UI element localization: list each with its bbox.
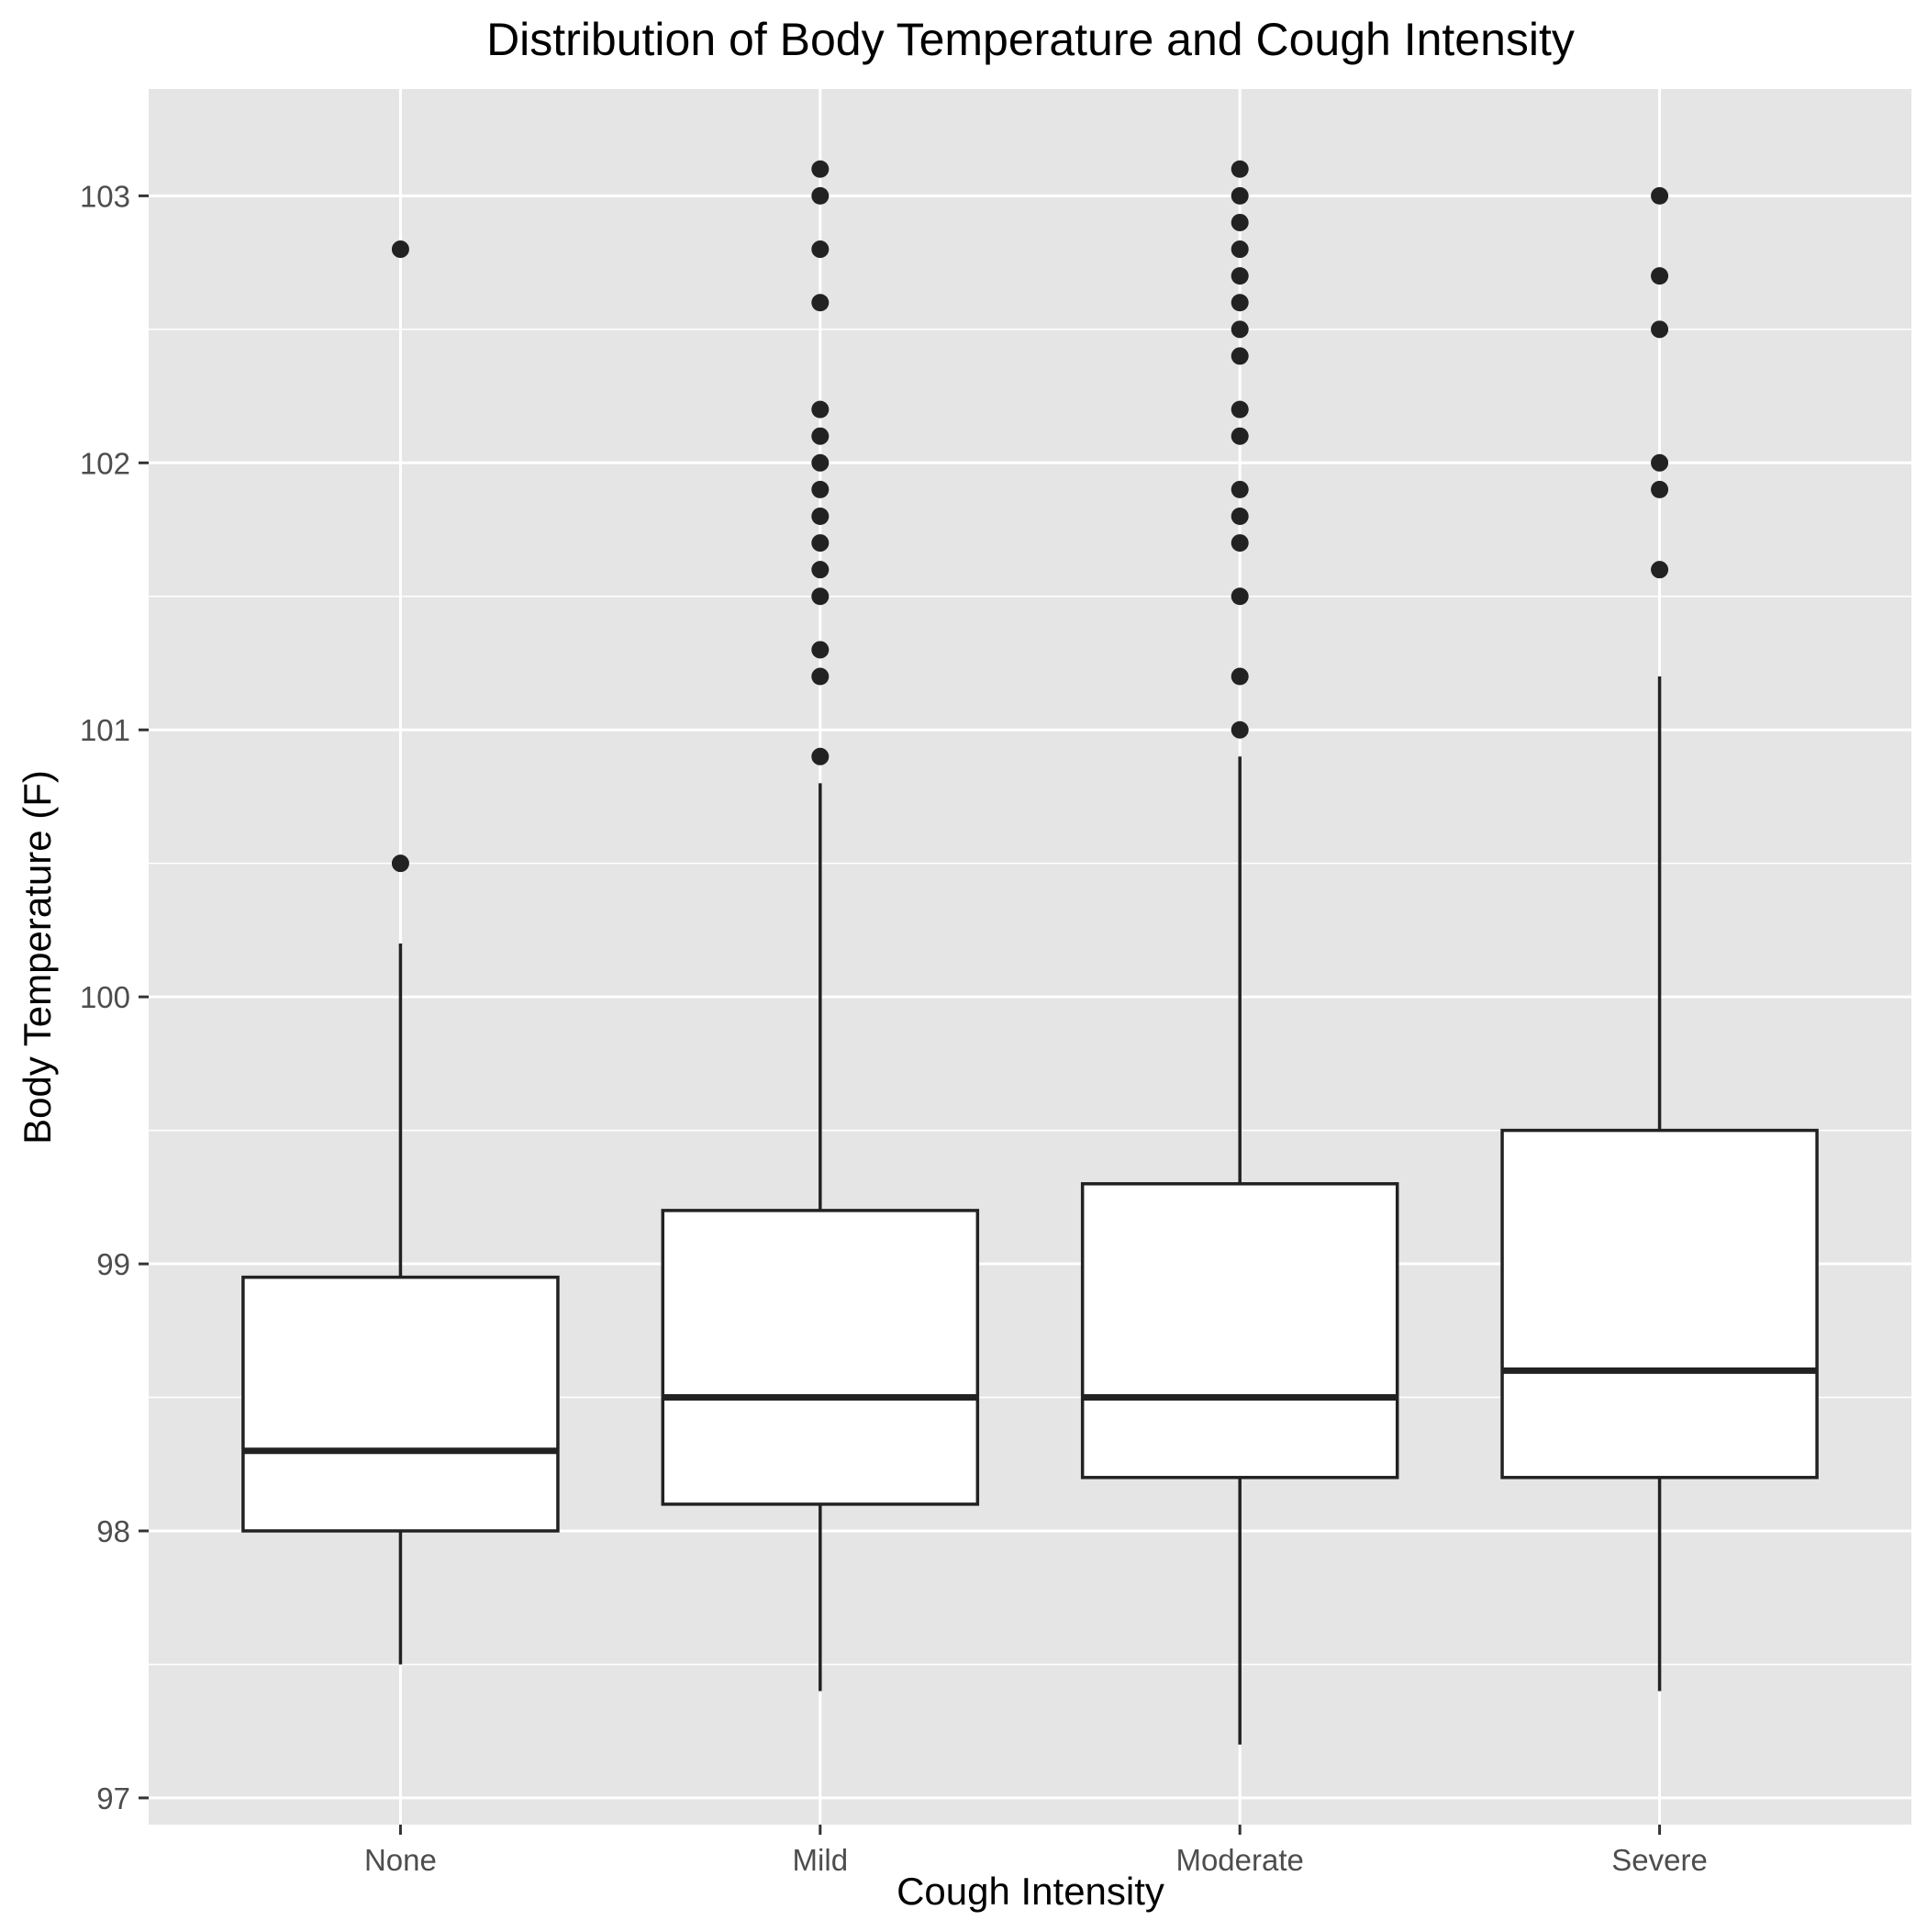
y-axis-label: Body Temperature (F)	[16, 770, 59, 1145]
outlier-point-moderate	[1231, 294, 1249, 312]
box-none	[241, 1275, 560, 1533]
y-tick-label: 98	[96, 1514, 130, 1548]
chart-title: Distribution of Body Temperature and Cou…	[486, 14, 1575, 65]
x-axis-label: Cough Intensity	[897, 1870, 1164, 1913]
outlier-point-severe	[1651, 453, 1669, 472]
outlier-point-severe	[1651, 561, 1669, 579]
outlier-point-moderate	[1231, 507, 1249, 525]
outlier-point-severe	[1651, 320, 1669, 339]
outlier-point-none	[391, 854, 409, 873]
outlier-point-moderate	[1231, 667, 1249, 686]
outlier-point-moderate	[1231, 427, 1249, 445]
x-tick-label: Moderate	[1175, 1843, 1303, 1877]
y-tick-label: 101	[80, 713, 130, 747]
outlier-point-mild	[811, 534, 830, 553]
outlier-point-moderate	[1231, 186, 1249, 205]
outlier-point-mild	[811, 507, 830, 525]
outlier-point-mild	[811, 240, 830, 259]
outlier-point-mild	[811, 400, 830, 419]
plot-panel	[149, 89, 1911, 1825]
outlier-point-mild	[811, 427, 830, 445]
outlier-point-moderate	[1231, 213, 1249, 231]
outlier-point-moderate	[1231, 400, 1249, 419]
outlier-point-moderate	[1231, 240, 1249, 259]
outlier-point-mild	[811, 641, 830, 659]
y-tick-label: 97	[96, 1781, 130, 1815]
outlier-point-moderate	[1231, 160, 1249, 178]
outlier-point-moderate	[1231, 534, 1249, 553]
y-tick-label: 102	[80, 446, 130, 480]
box-mild	[661, 1209, 980, 1506]
outlier-point-moderate	[1231, 347, 1249, 365]
y-tick-label: 103	[80, 179, 130, 213]
outlier-point-mild	[811, 186, 830, 205]
outlier-point-mild	[811, 294, 830, 312]
outlier-point-moderate	[1231, 320, 1249, 339]
outlier-point-mild	[811, 453, 830, 472]
outlier-point-mild	[811, 561, 830, 579]
plot-area: 97 98 99 100 101 102 103 None Mild Moderate Severe	[80, 89, 1911, 1877]
box-moderate	[1080, 1182, 1399, 1480]
outlier-point-severe	[1651, 267, 1669, 285]
outlier-point-moderate	[1231, 720, 1249, 739]
outlier-point-severe	[1651, 480, 1669, 498]
outlier-point-mild	[811, 480, 830, 498]
x-tick-label: Severe	[1611, 1843, 1708, 1877]
y-tick-label: 100	[80, 980, 130, 1014]
outlier-point-none	[391, 240, 409, 259]
box-severe	[1500, 1128, 1819, 1480]
y-tick-label: 99	[96, 1247, 130, 1281]
outlier-point-moderate	[1231, 480, 1249, 498]
outlier-point-mild	[811, 587, 830, 606]
outlier-point-severe	[1651, 186, 1669, 205]
x-tick-label: None	[364, 1843, 437, 1877]
outlier-point-mild	[811, 667, 830, 686]
outlier-point-mild	[811, 747, 830, 765]
outlier-point-mild	[811, 160, 830, 178]
outlier-point-moderate	[1231, 267, 1249, 285]
x-tick-label: Mild	[793, 1843, 849, 1877]
outlier-point-moderate	[1231, 587, 1249, 606]
